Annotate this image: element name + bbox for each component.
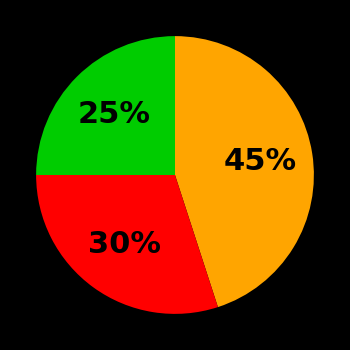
Wedge shape	[36, 36, 175, 175]
Wedge shape	[36, 175, 218, 314]
Text: 25%: 25%	[78, 100, 150, 128]
Text: 30%: 30%	[88, 230, 161, 259]
Wedge shape	[175, 36, 314, 307]
Text: 45%: 45%	[224, 147, 296, 176]
